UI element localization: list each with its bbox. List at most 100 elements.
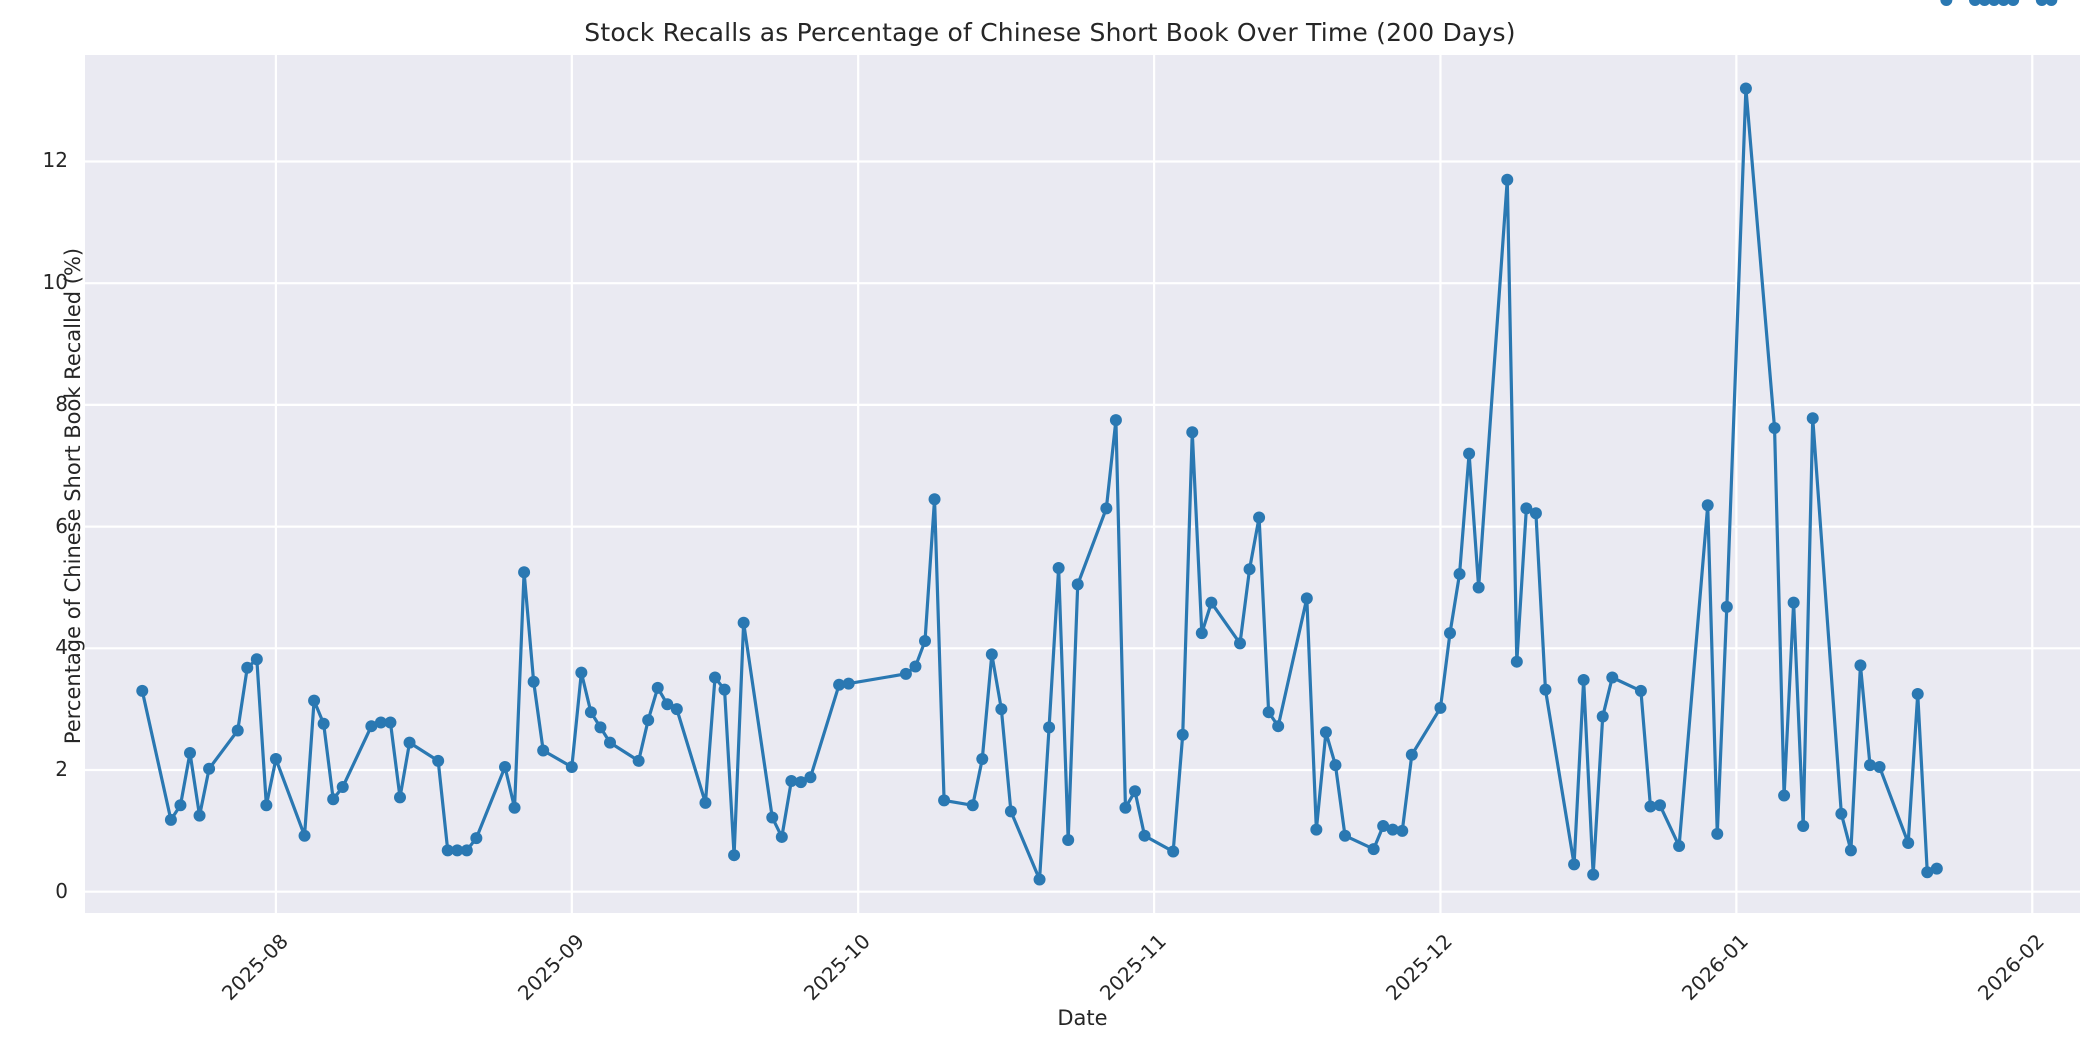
data-point: [1444, 627, 1456, 640]
data-point: [518, 566, 531, 579]
data-point: [709, 671, 721, 684]
plot-background: [85, 55, 2080, 913]
data-point: [632, 754, 645, 767]
grid-lines-vertical: [274, 55, 2034, 913]
data-point: [1463, 447, 1476, 460]
data-point: [260, 799, 273, 812]
data-point: [1634, 684, 1647, 697]
data-point: [1367, 843, 1380, 856]
data-point: [1071, 578, 1084, 591]
data-point: [1434, 701, 1447, 714]
data-point: [1329, 759, 1342, 772]
data-point: [1902, 837, 1915, 850]
data-point: [1167, 845, 1180, 858]
data-point: [1978, 0, 1991, 6]
data-point: [1787, 596, 1800, 609]
data-point: [1510, 655, 1523, 668]
data-point: [1844, 844, 1857, 857]
data-point: [1186, 426, 1199, 439]
data-point: [336, 781, 349, 794]
data-point: [1052, 561, 1065, 574]
data-point: [1596, 710, 1609, 723]
data-point: [1262, 706, 1275, 719]
data-point: [1673, 840, 1686, 853]
data-point: [537, 744, 550, 757]
data-point: [804, 771, 817, 784]
y-tick-label: 8: [55, 391, 68, 416]
data-point: [1835, 807, 1848, 820]
data-point: [327, 793, 340, 806]
data-point: [1004, 805, 1017, 818]
data-point: [985, 648, 998, 661]
data-point: [1176, 728, 1189, 741]
grid-lines-horizontal: [85, 160, 2080, 893]
data-point: [575, 666, 588, 679]
data-point: [1453, 568, 1466, 581]
data-point: [203, 762, 216, 775]
data-point: [1529, 507, 1542, 520]
data-point: [775, 830, 788, 843]
data-point: [527, 675, 540, 688]
data-point: [499, 760, 511, 773]
data-point: [1969, 0, 1981, 6]
data-point: [670, 703, 683, 716]
data-point: [2045, 0, 2058, 6]
data-point: [1644, 800, 1657, 813]
data-point: [604, 736, 616, 749]
data-point: [928, 493, 941, 506]
data-point: [1520, 502, 1533, 515]
data-point: [403, 736, 416, 749]
data-point: [1501, 173, 1514, 186]
data-point: [1739, 82, 1752, 95]
data-point: [642, 714, 655, 727]
y-axis-label: Percentage of Chinese Short Book Recalle…: [61, 247, 85, 745]
data-point: [1606, 671, 1619, 684]
data-point: [365, 720, 378, 733]
data-point: [1806, 412, 1819, 425]
data-point: [184, 746, 196, 759]
data-point: [250, 653, 263, 666]
y-tick-label: 12: [42, 148, 68, 173]
data-point: [794, 776, 807, 789]
data-point: [785, 774, 798, 787]
data-point: [374, 716, 387, 729]
x-axis-label: Date: [1057, 1006, 1108, 1030]
data-point: [384, 716, 397, 729]
data-point: [308, 694, 321, 707]
data-point: [441, 844, 454, 857]
data-point: [909, 660, 922, 673]
data-point: [728, 849, 741, 862]
data-point: [317, 717, 330, 730]
data-point: [938, 794, 951, 807]
data-point: [1587, 868, 1600, 881]
data-point: [766, 811, 779, 824]
data-point: [432, 754, 445, 767]
data-point: [1701, 499, 1714, 512]
y-tick-label: 2: [55, 757, 68, 781]
data-point: [661, 698, 674, 711]
data-point: [1195, 627, 1208, 640]
data-point: [966, 799, 979, 812]
data-point: [1119, 801, 1132, 814]
data-point: [842, 677, 855, 690]
data-point: [1129, 785, 1141, 798]
y-tick-label: 6: [55, 513, 68, 538]
data-point: [584, 706, 597, 719]
y-tick-label: 10: [42, 270, 68, 295]
data-point: [1377, 819, 1390, 832]
data-point: [451, 844, 464, 857]
data-point: [1930, 862, 1943, 875]
data-point: [1339, 829, 1351, 842]
data-point: [241, 661, 254, 674]
data-point: [1100, 502, 1113, 515]
data-point: [269, 753, 282, 766]
y-tick-label: 4: [55, 635, 68, 660]
data-point: [1778, 789, 1791, 802]
data-point: [231, 724, 244, 737]
data-point: [394, 791, 406, 804]
data-point: [508, 801, 521, 814]
data-point: [1940, 0, 1953, 6]
data-point: [1062, 833, 1075, 846]
